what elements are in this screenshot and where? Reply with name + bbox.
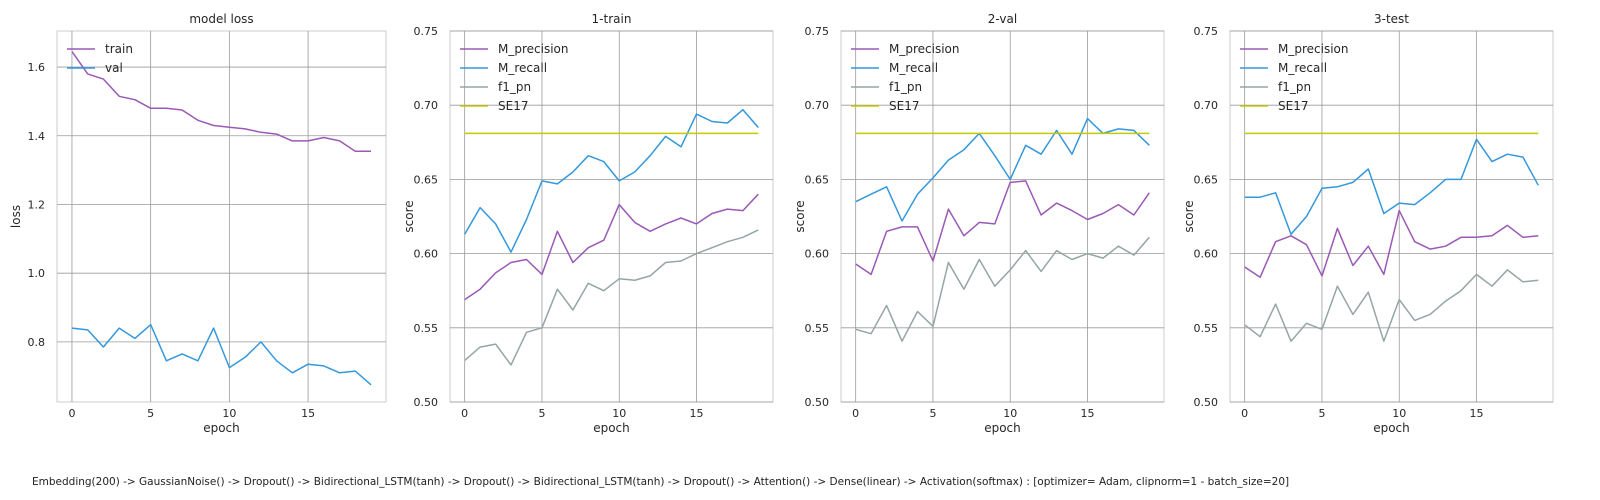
y-tick-label: 0.55 xyxy=(414,322,439,335)
y-axis-label: score xyxy=(793,200,807,232)
y-tick-label: 0.50 xyxy=(1194,396,1219,409)
y-tick-label: 0.65 xyxy=(805,173,830,186)
series-line-f1-pn xyxy=(464,229,759,366)
y-tick-label: 0.75 xyxy=(414,25,439,38)
legend-label: M_precision xyxy=(1278,42,1349,56)
x-axis-label: epoch xyxy=(1373,421,1410,435)
series-line-m-recall xyxy=(1244,138,1539,236)
legend-label: train xyxy=(105,42,133,56)
y-tick-label: 1.2 xyxy=(28,198,46,211)
legend-label: f1_pn xyxy=(1278,80,1311,94)
legend: M_precision M_recall f1_pn SE17 xyxy=(460,42,569,113)
legend-label: f1_pn xyxy=(889,80,922,94)
chart-title: 3-test xyxy=(1374,12,1409,26)
y-tick-label: 1.0 xyxy=(28,267,46,280)
chart-panel-4: 0 5 10 15 0.50 0.55 0.60 0.65 0.70 0.75 3-test epoc… xyxy=(1182,12,1554,435)
legend-label: M_recall xyxy=(498,61,547,75)
legend-label: val xyxy=(105,61,123,75)
y-tick-label: 0.55 xyxy=(1194,322,1219,335)
y-tick-label: 0.65 xyxy=(414,173,439,186)
y-tick-label: 0.65 xyxy=(1194,173,1219,186)
y-axis-label: score xyxy=(1182,200,1196,232)
series-line-m-recall xyxy=(855,117,1150,222)
y-tick-label: 0.75 xyxy=(1194,25,1219,38)
plot-area xyxy=(56,30,387,403)
series-line-m-precision xyxy=(855,180,1150,276)
x-tick-label: 10 xyxy=(1003,407,1017,420)
x-tick-label: 10 xyxy=(612,407,626,420)
x-tick-label: 5 xyxy=(1318,407,1325,420)
y-tick-label: 0.75 xyxy=(805,25,830,38)
series-line-m-precision xyxy=(464,193,759,301)
chart-title: 1-train xyxy=(592,12,632,26)
legend: M_precision M_recall f1_pn SE17 xyxy=(1240,42,1349,113)
chart-title: 2-val xyxy=(988,12,1017,26)
series-line-m-precision xyxy=(1244,209,1539,279)
y-tick-label: 0.70 xyxy=(1194,99,1219,112)
y-tick-label: 0.55 xyxy=(805,322,830,335)
series-line-f1-pn xyxy=(1244,269,1539,342)
y-tick-label: 0.50 xyxy=(414,396,439,409)
x-tick-label: 0 xyxy=(1241,407,1248,420)
legend-label: SE17 xyxy=(498,99,528,113)
x-axis-label: epoch xyxy=(984,421,1021,435)
legend: M_precision M_recall f1_pn SE17 xyxy=(851,42,960,113)
x-tick-label: 0 xyxy=(68,407,75,420)
legend: train val xyxy=(67,42,133,75)
y-tick-label: 0.50 xyxy=(805,396,830,409)
y-tick-label: 0.60 xyxy=(805,248,830,261)
y-tick-label: 0.70 xyxy=(414,99,439,112)
x-tick-label: 10 xyxy=(222,407,236,420)
x-tick-label: 15 xyxy=(1470,407,1484,420)
legend-label: SE17 xyxy=(889,99,919,113)
legend-label: f1_pn xyxy=(498,80,531,94)
x-tick-label: 5 xyxy=(147,407,154,420)
x-axis-label: epoch xyxy=(203,421,240,435)
y-tick-label: 0.8 xyxy=(28,336,46,349)
series-line-f1-pn xyxy=(855,236,1150,342)
series-line-m-recall xyxy=(464,108,759,253)
y-axis-label: score xyxy=(402,200,416,232)
x-tick-label: 0 xyxy=(852,407,859,420)
y-tick-label: 0.70 xyxy=(805,99,830,112)
chart-panel-1: 0 5 10 15 0.8 1.0 1.2 1.4 1.6 model loss epoch loss… xyxy=(9,12,387,435)
series-line-train xyxy=(71,51,371,152)
series-line-val xyxy=(71,323,372,386)
chart-panel-3: 0 5 10 15 0.50 0.55 0.60 0.65 0.70 0.75 2-val epoch… xyxy=(793,12,1165,435)
y-tick-label: 1.6 xyxy=(28,61,46,74)
y-tick-label: 0.60 xyxy=(1194,248,1219,261)
chart-title: model loss xyxy=(189,12,253,26)
plot-area xyxy=(840,30,1165,403)
x-tick-label: 15 xyxy=(1081,407,1095,420)
x-tick-label: 15 xyxy=(301,407,315,420)
x-tick-label: 15 xyxy=(690,407,704,420)
x-tick-label: 10 xyxy=(1392,407,1406,420)
legend-label: M_recall xyxy=(889,61,938,75)
x-axis-label: epoch xyxy=(593,421,630,435)
legend-label: M_precision xyxy=(498,42,569,56)
x-tick-label: 0 xyxy=(461,407,468,420)
legend-label: M_recall xyxy=(1278,61,1327,75)
legend-label: SE17 xyxy=(1278,99,1308,113)
model-architecture-caption: Embedding(200) -> GaussianNoise() -> Dro… xyxy=(32,476,1290,488)
chart-panel-2: 0 5 10 15 0.50 0.55 0.60 0.65 0.70 0.75 1-train epo… xyxy=(402,12,774,435)
legend-label: M_precision xyxy=(889,42,960,56)
y-axis-label: loss xyxy=(9,205,23,228)
x-tick-label: 5 xyxy=(538,407,545,420)
y-tick-label: 0.60 xyxy=(414,248,439,261)
x-tick-label: 5 xyxy=(929,407,936,420)
y-tick-label: 1.4 xyxy=(28,130,46,143)
